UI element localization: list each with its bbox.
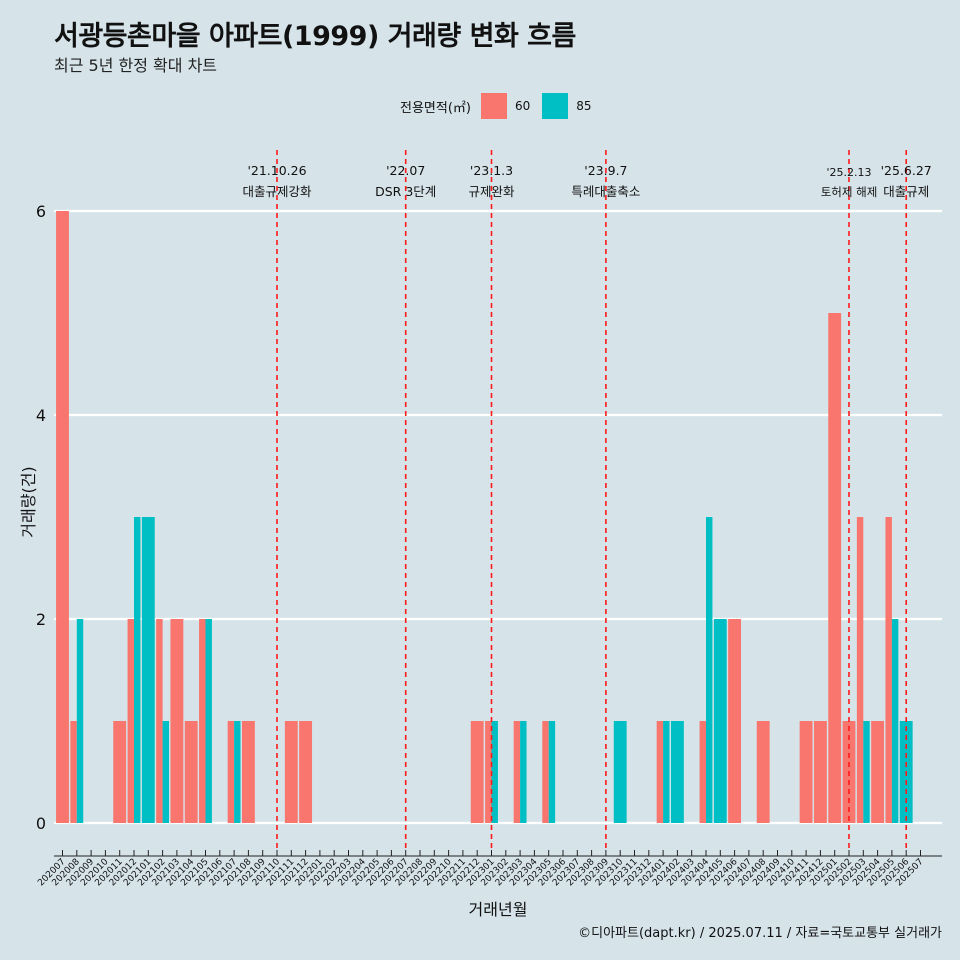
event-date-0: '21.10.26: [247, 163, 306, 178]
legend-key-85: [542, 93, 569, 119]
bar-85-202404: [706, 517, 713, 823]
chart-title: 서광등촌마을 아파트(1999) 거래량 변화 흐름: [54, 21, 576, 52]
bar-60-202412: [813, 721, 827, 823]
bar-60-202007: [56, 211, 69, 823]
event-label-0: 대출규제강화: [242, 184, 312, 199]
bar-60-202102: [156, 619, 163, 823]
event-label-2: 규제완화: [468, 184, 515, 199]
event-label-4: 토허제 해제: [821, 185, 878, 199]
bar-60-202011: [113, 721, 127, 823]
event-label-3: 특례대출축소: [571, 184, 640, 199]
bar-85-202012: [134, 517, 141, 823]
bar-85-202402: [670, 721, 684, 823]
bar-85-202102: [162, 721, 170, 823]
legend-title: 전용면적(㎡): [400, 100, 471, 116]
bar-85-202305: [548, 721, 556, 823]
bar-60-202107: [227, 721, 235, 823]
bar-85-202105: [205, 619, 212, 823]
y-tick-label-6: 6: [36, 202, 46, 221]
bar-60-202105: [199, 619, 206, 823]
bar-60-202408: [756, 721, 770, 823]
bar-85-202008: [76, 619, 84, 823]
bar-85-202505: [891, 619, 899, 823]
bar-60-202503: [856, 517, 864, 823]
chart-subtitle: 최근 5년 한정 확대 차트: [54, 56, 218, 75]
event-label-5: 대출규제: [883, 184, 929, 199]
y-tick-label-0: 0: [36, 814, 46, 833]
event-date-5: '25.6.27: [881, 163, 932, 178]
x-axis-title: 거래년월: [469, 900, 528, 919]
event-date-2: '23.1.3: [470, 163, 513, 178]
bar-60-202305: [542, 721, 549, 823]
bar-85-202401: [663, 721, 670, 823]
event-date-4: '25.2.13: [826, 166, 871, 179]
bar-60-202104: [184, 721, 198, 823]
bar-60-202012: [127, 619, 134, 823]
legend-label-60: 60: [514, 99, 531, 113]
bar-60-202404: [699, 721, 706, 823]
bar-85-202301: [491, 721, 498, 823]
bar-60-202301: [485, 721, 492, 823]
legend: 전용면적(㎡) 60 85: [400, 93, 604, 119]
source-caption: ©디아파트(dapt.kr) / 2025.07.11 / 자료=국토교통부 실…: [578, 926, 942, 941]
bar-60-202108: [241, 721, 255, 823]
bar-60-202303: [513, 721, 521, 823]
bar-60-202008: [70, 721, 77, 823]
bar-60-202212: [470, 721, 484, 823]
bar-60-202411: [799, 721, 813, 823]
event-date-3: '23.9.7: [584, 163, 627, 178]
event-label-1: DSR 3단계: [375, 184, 436, 199]
legend-key-60: [480, 93, 507, 119]
y-axis-title: 거래량(건): [19, 466, 38, 537]
y-tick-label-4: 4: [36, 406, 46, 425]
bar-60-202505: [885, 517, 892, 823]
bar-60-202406: [728, 619, 742, 823]
bar-85-202405: [713, 619, 727, 823]
bar-60-202501: [828, 313, 842, 823]
y-tick-label-2: 2: [36, 610, 46, 629]
bar-60-202504: [871, 721, 885, 823]
bar-85-202101: [141, 517, 155, 823]
bar-85-202503: [863, 721, 870, 823]
bar-85-202107: [234, 721, 241, 823]
event-date-1: '22.07: [386, 163, 425, 178]
legend-label-85: 85: [576, 99, 592, 113]
bar-60-202111: [284, 721, 298, 823]
bar-60-202103: [170, 619, 184, 823]
bar-85-202303: [520, 721, 527, 823]
bar-60-202401: [656, 721, 664, 823]
bar-85-202310: [613, 721, 627, 823]
bar-60-202112: [299, 721, 313, 823]
